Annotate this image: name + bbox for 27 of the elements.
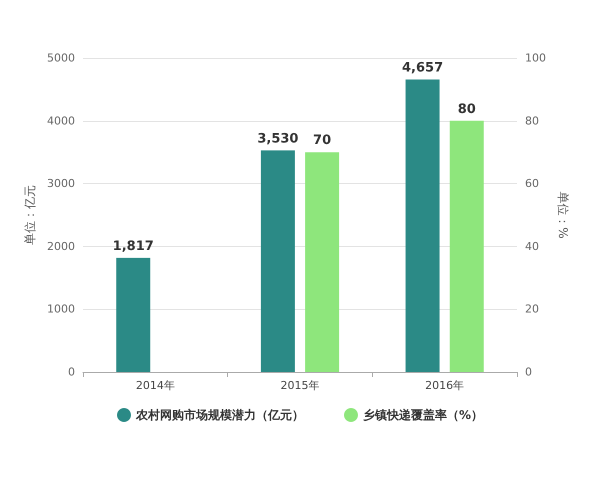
bar [260,150,295,372]
x-tick-label: 2015年 [280,379,320,392]
y-tick-label: 5000 [47,52,75,64]
y2-tick-label: 0 [525,366,532,378]
x-tick-label: 2016年 [425,379,464,392]
bar [406,80,440,372]
y-tick-label: 0 [68,366,75,378]
data-label: 70 [313,133,332,148]
y2-tick-label: 100 [525,52,546,64]
y2-tick-label: 20 [525,302,539,316]
data-label: 80 [458,102,476,117]
bar [116,258,150,372]
y2-axis-title: 单位：% [556,191,570,239]
y-tick-label: 3000 [47,177,75,190]
y2-tick-label: 60 [525,177,539,190]
y-tick-label: 1000 [47,302,75,316]
y-tick-label: 4000 [47,114,75,128]
data-label: 3,530 [257,131,298,146]
legend-label: 农村网购市场规模潜力（亿元） [134,408,304,422]
x-tick-label: 2014年 [136,379,175,392]
legend-label: 乡镇快递覆盖率（%） [362,408,484,422]
y-tick-label: 2000 [47,240,75,253]
y-axis-title: 单位：亿元 [23,185,38,245]
data-label: 1,817 [112,238,154,254]
data-label: 4,657 [402,60,444,76]
y2-tick-label: 40 [525,240,539,253]
y2-tick-label: 80 [525,114,539,128]
